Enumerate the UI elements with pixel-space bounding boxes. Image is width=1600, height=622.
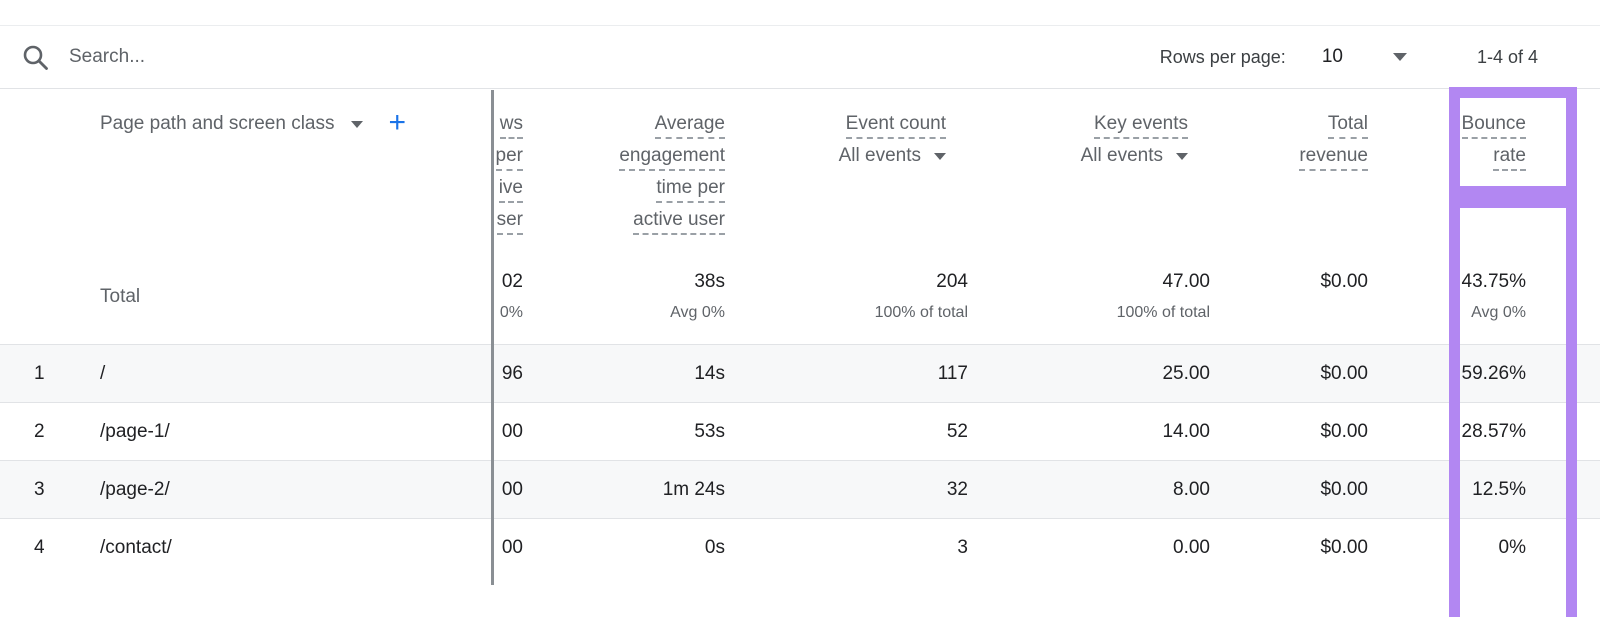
total-revenue-cell: $0.00 bbox=[1320, 362, 1368, 384]
header-line: Average bbox=[654, 112, 725, 139]
totals-event-count: 204 100% of total bbox=[874, 271, 968, 321]
header-line: engagement bbox=[619, 144, 725, 171]
page-path-cell: /page-1/ bbox=[100, 420, 170, 442]
event-count-cell: 52 bbox=[946, 420, 968, 442]
table-row: 4 /contact/ 00 0s 3 0.00 $0.00 0% bbox=[0, 518, 1600, 576]
table-row: 2 /page-1/ 00 53s 52 14.00 $0.00 28.57% bbox=[0, 402, 1600, 460]
table-header-row: Page path and screen class + ws per ive … bbox=[0, 90, 1600, 250]
rows-per-page-value: 10 bbox=[1321, 46, 1343, 67]
avg-engagement-cell: 0s bbox=[704, 536, 725, 558]
search-box[interactable] bbox=[0, 44, 489, 71]
table-row: 3 /page-2/ 00 1m 24s 32 8.00 $0.00 12.5% bbox=[0, 460, 1600, 518]
bounce-rate-cell: 28.57% bbox=[1461, 420, 1526, 442]
avg-engagement-cell: 1m 24s bbox=[662, 478, 725, 500]
pagination-controls: Rows per page: 10 1-4 of 4 bbox=[1160, 46, 1600, 68]
totals-row: Total 02 0% 38s Avg 0% 204 100% of total… bbox=[0, 250, 1600, 344]
header-line: ws bbox=[499, 112, 523, 139]
chevron-down-icon bbox=[1176, 152, 1188, 160]
totals-total-revenue: $0.00 bbox=[1320, 271, 1368, 292]
row-index: 3 bbox=[34, 478, 45, 500]
header-line: ive bbox=[498, 176, 523, 203]
totals-key-events: 47.00 100% of total bbox=[1116, 271, 1210, 321]
views-cell: 00 bbox=[501, 536, 523, 558]
header-line: Event count bbox=[845, 112, 946, 139]
column-header-label: Page path and screen class bbox=[100, 113, 335, 134]
avg-engagement-cell: 53s bbox=[694, 420, 725, 442]
table-row: 1 / 96 14s 117 25.00 $0.00 59.26% bbox=[0, 344, 1600, 402]
views-cell: 00 bbox=[501, 420, 523, 442]
key-events-cell: 14.00 bbox=[1162, 420, 1210, 442]
page-path-cell: /contact/ bbox=[100, 536, 172, 558]
event-count-cell: 3 bbox=[957, 536, 968, 558]
header-line: Total bbox=[1327, 112, 1368, 139]
total-revenue-cell: $0.00 bbox=[1320, 420, 1368, 442]
search-input[interactable] bbox=[69, 46, 489, 68]
row-index: 4 bbox=[34, 536, 45, 558]
column-header-avg-engagement[interactable]: Average engagement time per active user bbox=[523, 90, 725, 250]
table-body: 1 / 96 14s 117 25.00 $0.00 59.26% 2 /pag… bbox=[0, 344, 1600, 576]
column-header-views-clipped[interactable]: ws per ive ser bbox=[493, 90, 523, 250]
event-count-cell: 117 bbox=[937, 362, 968, 384]
total-revenue-cell: $0.00 bbox=[1320, 478, 1368, 500]
column-header-page-path[interactable]: Page path and screen class + bbox=[0, 90, 493, 250]
rows-per-page-select[interactable]: 10 bbox=[1322, 46, 1407, 68]
bounce-rate-cell: 59.26% bbox=[1461, 362, 1526, 384]
rows-per-page-label: Rows per page: bbox=[1159, 46, 1286, 67]
column-header-key-events[interactable]: Key events All events bbox=[968, 90, 1210, 250]
row-index: 2 bbox=[34, 420, 45, 442]
header-line: ser bbox=[496, 208, 523, 235]
column-header-bounce-rate[interactable]: Bounce rate bbox=[1368, 90, 1526, 250]
totals-bounce-rate: 43.75% Avg 0% bbox=[1461, 271, 1526, 321]
key-events-cell: 0.00 bbox=[1173, 536, 1210, 558]
views-cell: 00 bbox=[501, 478, 523, 500]
header-line: rate bbox=[1493, 144, 1526, 171]
pagination-range: 1-4 of 4 bbox=[1476, 46, 1538, 67]
row-index: 1 bbox=[34, 362, 45, 384]
totals-views: 02 0% bbox=[499, 271, 523, 321]
column-header-event-count[interactable]: Event count All events bbox=[725, 90, 968, 250]
filter-label: All events bbox=[1080, 145, 1163, 166]
add-dimension-icon[interactable]: + bbox=[388, 106, 407, 139]
event-count-cell: 32 bbox=[946, 478, 968, 500]
chevron-down-icon bbox=[1392, 53, 1407, 61]
views-cell: 96 bbox=[501, 362, 523, 384]
avg-engagement-cell: 14s bbox=[694, 362, 725, 384]
frozen-column-divider[interactable] bbox=[491, 90, 494, 585]
dimension-dropdown-icon[interactable] bbox=[350, 121, 363, 128]
header-line: Bounce bbox=[1461, 112, 1526, 139]
key-events-filter[interactable]: All events bbox=[1081, 140, 1188, 172]
event-count-filter[interactable]: All events bbox=[839, 140, 946, 172]
header-line: time per bbox=[656, 176, 725, 203]
search-icon bbox=[23, 45, 48, 70]
bounce-rate-cell: 0% bbox=[1498, 536, 1526, 558]
header-line: per bbox=[495, 144, 523, 171]
chevron-down-icon bbox=[934, 152, 946, 160]
totals-avg-engagement: 38s Avg 0% bbox=[670, 271, 725, 321]
header-line: revenue bbox=[1299, 144, 1368, 171]
column-header-total-revenue[interactable]: Total revenue bbox=[1210, 90, 1368, 250]
key-events-cell: 8.00 bbox=[1173, 478, 1210, 500]
header-line: active user bbox=[633, 208, 725, 235]
key-events-cell: 25.00 bbox=[1162, 362, 1210, 384]
totals-label: Total bbox=[100, 286, 141, 307]
table-toolbar: Rows per page: 10 1-4 of 4 bbox=[0, 25, 1600, 89]
header-line: Key events bbox=[1094, 112, 1188, 139]
page-path-cell: /page-2/ bbox=[100, 478, 170, 500]
filter-label: All events bbox=[838, 145, 921, 166]
page-path-cell: / bbox=[100, 362, 106, 384]
bounce-rate-cell: 12.5% bbox=[1472, 478, 1526, 500]
total-revenue-cell: $0.00 bbox=[1320, 536, 1368, 558]
